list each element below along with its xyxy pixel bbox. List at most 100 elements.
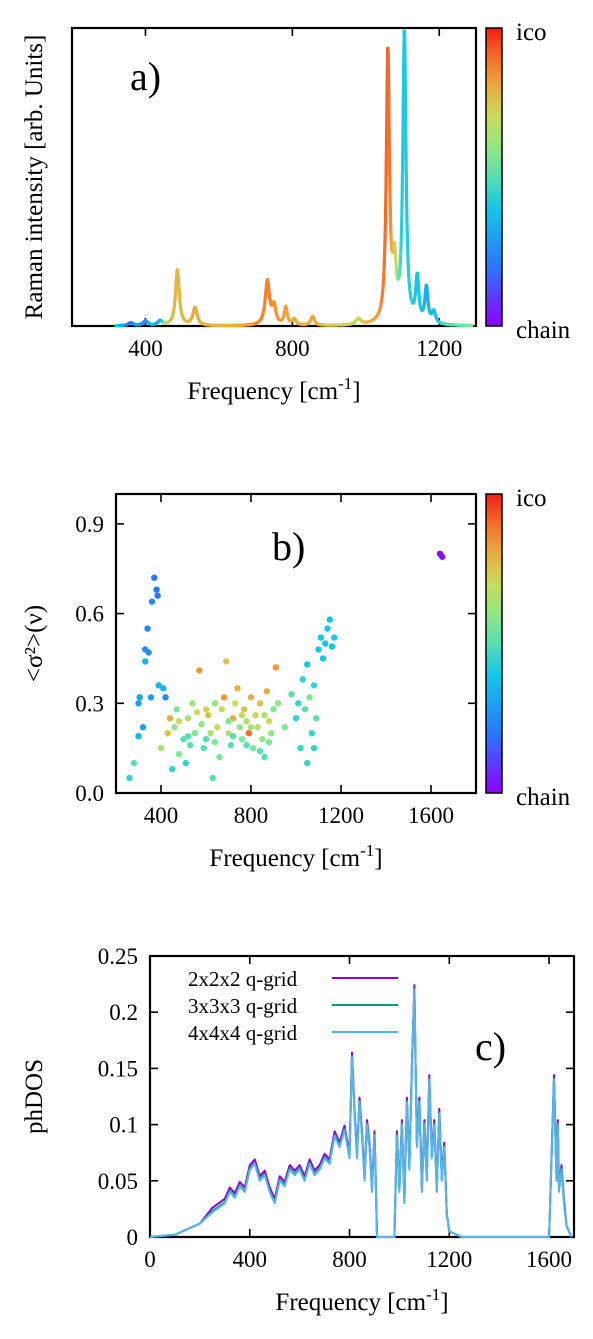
scatter-point: [157, 744, 165, 752]
scatter-point: [272, 664, 279, 671]
phdos-series-3: [149, 988, 573, 1238]
scatter-point: [162, 694, 169, 701]
colorbar-top-label: ico: [516, 485, 547, 512]
scatter-point: [238, 735, 246, 743]
x-axis-label-superscript: -1: [426, 1285, 440, 1304]
plot-frame-b: [114, 492, 478, 795]
y-tick-label: 0.1: [109, 1113, 138, 1138]
x-tick-label: 0: [144, 1247, 156, 1272]
scatter-point: [154, 592, 161, 599]
scatter-point: [173, 706, 180, 713]
scatter-point: [319, 655, 327, 662]
scatter-point: [292, 715, 300, 722]
y-axis-label: Raman intensity [arb. Units]: [21, 35, 48, 320]
scatter-point: [171, 724, 178, 731]
x-axis-label: Frequency [cm-1]: [275, 1285, 448, 1316]
scatter-point: [148, 598, 156, 605]
scatter-point: [263, 688, 270, 695]
scatter-point: [142, 646, 149, 653]
colorbar-bottom-label: chain: [516, 317, 571, 344]
y-tick-label: 0.15: [98, 1056, 138, 1081]
legend-label: 2x2x2 q-grid: [188, 967, 298, 991]
spectrum-segment: [383, 217, 388, 246]
spectrum-segment: [399, 230, 404, 252]
scatter-point: [265, 738, 273, 746]
plot-frame-c: [148, 954, 576, 1239]
colorbar-bottom-label: chain: [516, 784, 571, 811]
scatter-point: [238, 712, 246, 719]
scatter-point: [225, 718, 232, 725]
spectrum-segment: [404, 138, 409, 189]
spectrum-segment: [403, 81, 408, 142]
scatter-point: [193, 709, 201, 716]
scatter-point: [223, 658, 230, 665]
scatter-point: [184, 732, 192, 740]
scatter-point: [227, 741, 234, 749]
scatter-point: [214, 724, 221, 731]
scatter-point: [166, 715, 174, 722]
spectrum-segment: [389, 233, 394, 248]
y-axis-label: <σ²>(ν): [21, 605, 48, 682]
y-tick-label: 0.25: [98, 944, 138, 969]
x-tick-label: 800: [234, 803, 269, 828]
spectrum-segment: [405, 242, 410, 263]
scatter-point: [308, 730, 315, 737]
scatter-point: [317, 634, 324, 641]
panel-label-a: a): [130, 54, 161, 99]
scatter-point: [304, 661, 311, 668]
scatter-point: [313, 715, 320, 722]
scatter-point: [301, 706, 309, 713]
x-axis-label: Frequency [cm-1]: [209, 841, 382, 872]
scatter-point: [147, 694, 155, 701]
x-tick-label: 1200: [416, 336, 462, 361]
x-axis-label: Frequency [cm-1]: [187, 374, 360, 405]
scatter-point: [142, 658, 149, 665]
spectrum-segment: [386, 53, 391, 100]
x-tick-label: 1200: [318, 803, 364, 828]
y-tick-label: 0.9: [75, 512, 104, 537]
scatter-point: [153, 586, 160, 593]
spectrum-segment: [384, 134, 389, 186]
spectrum-segment: [401, 62, 406, 122]
scatter-point: [236, 724, 243, 731]
x-tick-label: 400: [128, 336, 163, 361]
scatter-point: [256, 700, 264, 707]
spectrum-segment: [382, 260, 386, 277]
scatter-point: [306, 694, 313, 701]
scatter-point: [200, 744, 207, 752]
colorbar: [485, 27, 503, 327]
scatter-point: [243, 741, 250, 749]
y-axis-label: phDOS: [21, 1059, 48, 1134]
scatter-point: [281, 724, 288, 731]
scatter-point: [322, 640, 329, 647]
scatter-point: [252, 712, 259, 719]
y-tick-label: 0.0: [75, 781, 104, 806]
scatter-point: [259, 735, 266, 743]
scatter-point: [261, 753, 268, 761]
legend-label: 3x3x3 q-grid: [188, 994, 298, 1018]
spectrum-segment: [383, 182, 388, 221]
panel-label-b: b): [272, 524, 305, 569]
scatter-points: [126, 550, 446, 782]
scatter-point: [205, 712, 212, 719]
scatter-point: [254, 724, 261, 731]
scatter-point: [241, 706, 248, 713]
y-tick-label: 0.05: [98, 1169, 138, 1194]
scatter-point: [310, 744, 318, 752]
y-tick-label: 0.6: [75, 602, 104, 627]
spectrum-segment: [388, 186, 393, 219]
scatter-point: [268, 730, 275, 737]
spectrum-segment: [387, 145, 392, 190]
scatter-point: [218, 706, 225, 713]
scatter-point: [247, 724, 255, 731]
scatter-point: [202, 706, 210, 713]
scatter-point: [198, 721, 205, 728]
x-tick-label: 1600: [526, 1247, 572, 1272]
scatter-point: [243, 718, 250, 725]
spectrum-segment: [405, 218, 410, 246]
scatter-point: [135, 700, 142, 707]
scatter-point: [126, 774, 133, 782]
scatter-point: [187, 741, 194, 749]
x-axis-label-end: ]: [440, 1289, 448, 1316]
